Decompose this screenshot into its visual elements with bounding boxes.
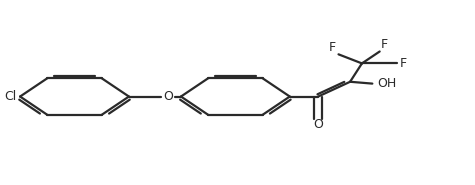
Text: F: F bbox=[380, 38, 388, 51]
Text: Cl: Cl bbox=[4, 90, 16, 103]
Text: O: O bbox=[163, 90, 173, 103]
Text: O: O bbox=[313, 118, 323, 131]
Text: OH: OH bbox=[378, 77, 397, 90]
Text: F: F bbox=[329, 41, 336, 54]
Text: F: F bbox=[400, 57, 407, 70]
